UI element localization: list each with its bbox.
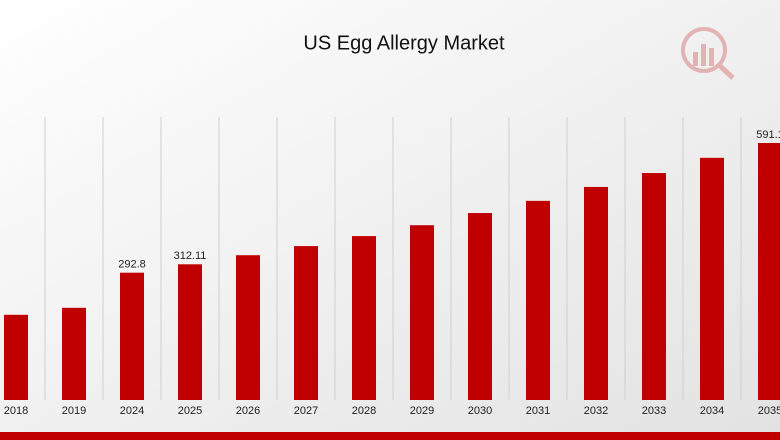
x-tick-label: 2019 [62,405,86,417]
bar [642,173,666,400]
x-tick-label: 2026 [236,405,260,417]
data-label: 591.1 [756,129,780,141]
x-tick-label: 2031 [526,405,550,417]
bar [4,314,28,400]
x-tick-label: 2035 [758,405,780,417]
x-tick-label: 2028 [352,405,376,417]
bar [468,213,492,400]
bar [584,186,608,400]
chart-title: US Egg Allergy Market [303,32,505,54]
bar [758,143,780,400]
x-tick-label: 2029 [410,405,434,417]
x-tick-label: 2032 [584,405,608,417]
bar [178,264,202,400]
data-label: 292.8 [118,259,146,271]
bar [236,255,260,400]
footer-stripe [0,432,780,440]
x-tick-label: 2033 [642,405,666,417]
bar [62,307,86,400]
x-tick-label: 2024 [120,405,144,417]
bar [294,246,318,400]
bar [410,225,434,400]
x-tick-label: 2030 [468,405,492,417]
x-tick-label: 2018 [4,405,28,417]
data-label: 312.11 [174,250,207,262]
bar [120,272,144,400]
bar [526,200,550,400]
x-tick-label: 2027 [294,405,318,417]
x-tick-label: 2025 [178,405,202,417]
logo [681,27,735,80]
bar [352,236,376,400]
x-tick-label: 2034 [700,405,724,417]
bar [700,157,724,400]
